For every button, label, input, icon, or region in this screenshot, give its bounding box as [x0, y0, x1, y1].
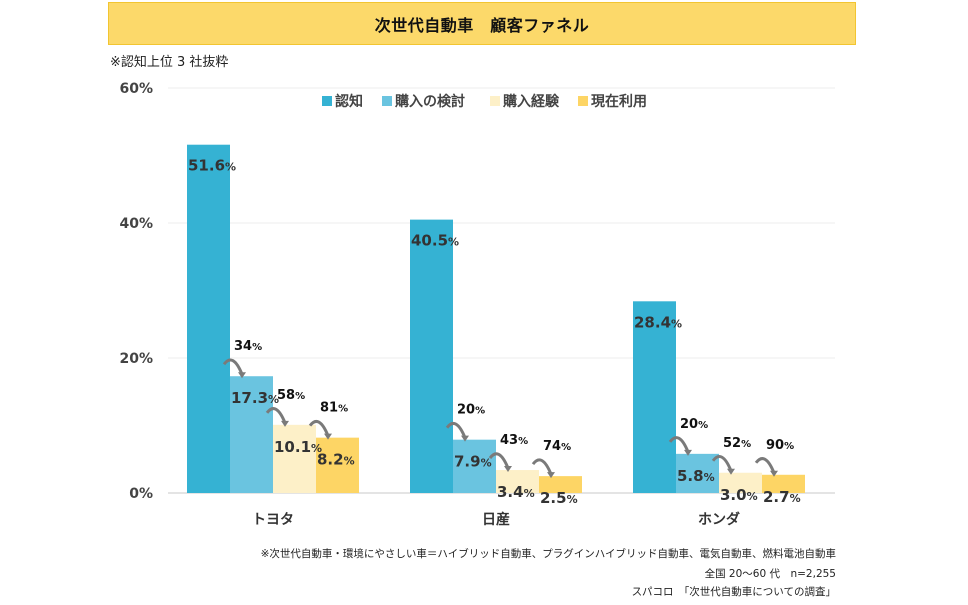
y-tick-label: 0% — [129, 486, 153, 502]
arrow-head — [770, 470, 778, 477]
conversion-rate-label: 43% — [500, 433, 528, 448]
value-label: 40.5% — [411, 232, 459, 250]
title-banner: 次世代自動車 顧客ファネル — [108, 2, 856, 45]
bar — [496, 470, 539, 493]
legend-label: 現在利用 — [591, 93, 647, 110]
conversion-rate-label: 20% — [680, 417, 708, 432]
bar — [539, 476, 582, 493]
value-label: 7.9% — [454, 453, 492, 471]
arrow-head — [461, 435, 469, 442]
footnote-sample: 全国 20〜60 代 n=2,255 — [704, 568, 836, 580]
bar — [719, 472, 762, 493]
value-label: 2.5% — [540, 489, 578, 507]
arrow-head — [281, 420, 289, 427]
value-label: 5.8% — [677, 467, 715, 485]
y-tick-label: 40% — [119, 216, 153, 232]
conversion-arrow — [531, 458, 553, 475]
bar — [187, 144, 230, 493]
bar — [273, 424, 316, 493]
conversion-arrow — [668, 436, 690, 453]
data-labels: 51.6% 17.3% 10.1%8.2% 34% 58% 81% 40.5% 7.9% 3.4… — [188, 157, 801, 507]
conversion-arrow — [222, 358, 244, 375]
legend-label: 購入の検討 — [394, 93, 465, 110]
x-axis-categories: トヨタ 日産 ホンダ — [252, 511, 740, 528]
legend-swatch — [490, 96, 500, 106]
conversion-arrow — [445, 421, 467, 439]
y-tick-label: 60% — [119, 81, 153, 97]
bar — [633, 301, 676, 493]
category-label: トヨタ — [252, 512, 294, 528]
conversion-arrows — [222, 358, 778, 479]
bar — [453, 439, 496, 493]
footnote-definition: ※次世代自動車・環境にやさしい車＝ハイブリッド自動車、プラグインハイブリッド自動… — [260, 548, 836, 560]
conversion-rate-label: 20% — [457, 403, 485, 418]
conversion-rate-label: 81% — [320, 401, 348, 416]
conversion-rate-label: 34% — [234, 339, 262, 354]
bar — [762, 474, 805, 493]
bar — [676, 453, 719, 493]
value-label: 8.2% — [317, 451, 355, 469]
value-label: 17.3% — [231, 389, 279, 407]
conversion-arrow — [711, 455, 733, 472]
value-label: 28.4% — [634, 313, 682, 331]
chart-title: 次世代自動車 顧客ファネル — [374, 15, 590, 35]
arrow-head — [727, 468, 735, 475]
value-label: 3.0% — [720, 486, 758, 504]
legend-label: 購入経験 — [502, 93, 560, 110]
legend-swatch — [322, 96, 332, 106]
subnote: ※認知上位 3 社抜粋 — [110, 55, 229, 70]
legend-label: 認知 — [335, 93, 363, 110]
conversion-arrow — [308, 419, 330, 437]
bar — [316, 437, 359, 493]
arrow-head — [504, 466, 512, 473]
conversion-arrow — [754, 457, 776, 474]
value-label: 2.7% — [763, 488, 801, 506]
legend-swatch — [578, 96, 588, 106]
value-label: 10.1% — [274, 438, 322, 456]
arrow-head — [547, 472, 555, 479]
conversion-rate-label: 90% — [766, 438, 794, 453]
conversion-arrow — [265, 407, 287, 424]
arrow-head — [684, 449, 692, 456]
value-label: 51.6% — [188, 157, 236, 175]
category-label: 日産 — [482, 511, 510, 528]
category-label: ホンダ — [698, 511, 740, 528]
footnote-source: スパコロ 「次世代自動車についての調査」 — [631, 586, 836, 598]
conversion-rate-label: 52% — [723, 436, 751, 451]
conversion-rate-label: 58% — [277, 388, 305, 403]
y-tick-label: 20% — [119, 351, 153, 367]
conversion-rate-label: 74% — [543, 439, 571, 454]
conversion-arrow — [488, 452, 510, 469]
legend: 認知 購入の検討 購入経験 現在利用 — [322, 93, 647, 110]
bar — [230, 376, 273, 493]
value-label: 3.4% — [497, 483, 535, 501]
arrow-head — [238, 372, 246, 379]
bar — [410, 219, 453, 493]
bars — [187, 144, 805, 493]
y-axis-ticks: 0% 20% 40% 60% — [119, 81, 153, 502]
arrow-head — [324, 433, 332, 440]
legend-swatch — [382, 96, 392, 106]
